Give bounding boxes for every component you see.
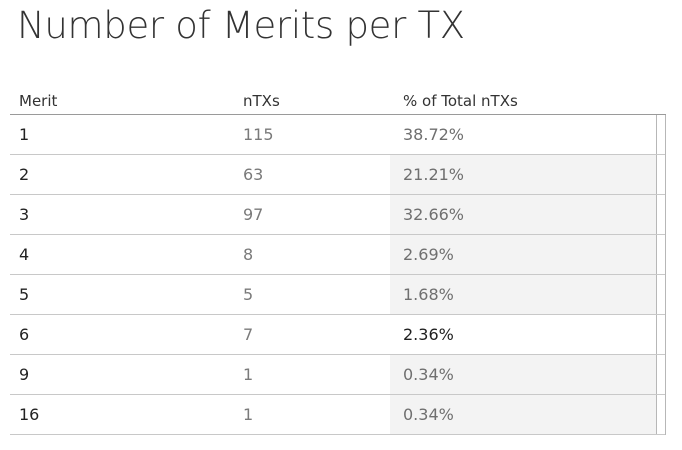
ntxs-cell: 7 <box>243 325 254 344</box>
cell-highlight <box>390 235 656 274</box>
table-row[interactable]: 3 97 32.66% <box>10 195 665 235</box>
merit-cell: 6 <box>19 325 30 344</box>
merit-cell: 2 <box>19 165 30 184</box>
table-body: 1 115 38.72% 2 63 21.21% 3 97 32.66% 4 8… <box>10 115 666 435</box>
table-row[interactable]: 16 1 0.34% <box>10 395 665 435</box>
pct-cell: 32.66% <box>403 205 465 224</box>
ntxs-cell: 1 <box>243 365 254 384</box>
ntxs-cell: 97 <box>243 205 264 224</box>
ntxs-cell: 5 <box>243 285 254 304</box>
pct-cell: 2.69% <box>403 245 454 264</box>
merit-cell: 3 <box>19 205 30 224</box>
table-header: Merit nTXs % of Total nTXs <box>10 88 666 115</box>
merit-cell: 16 <box>19 405 40 424</box>
ntxs-cell: 63 <box>243 165 264 184</box>
table-row[interactable]: 5 5 1.68% <box>10 275 665 315</box>
cell-highlight <box>390 155 656 194</box>
table-row[interactable]: 4 8 2.69% <box>10 235 665 275</box>
cell-highlight <box>390 355 656 394</box>
pct-cell: 2.36% <box>403 325 454 344</box>
ntxs-cell: 115 <box>243 125 274 144</box>
merits-table: Merit nTXs % of Total nTXs 1 115 38.72% … <box>10 88 666 435</box>
table-row[interactable]: 1 115 38.72% <box>10 115 665 155</box>
table-row[interactable]: 9 1 0.34% <box>10 355 665 395</box>
merit-cell: 9 <box>19 365 30 384</box>
merit-cell: 5 <box>19 285 30 304</box>
scrollbar-track[interactable] <box>656 115 657 435</box>
column-header-merit[interactable]: Merit <box>19 92 58 110</box>
ntxs-cell: 8 <box>243 245 254 264</box>
page-title: Number of Merits per TX <box>17 4 465 47</box>
pct-cell: 0.34% <box>403 365 454 384</box>
pct-cell: 38.72% <box>403 125 465 144</box>
merit-cell: 4 <box>19 245 30 264</box>
pct-cell: 1.68% <box>403 285 454 304</box>
merit-cell: 1 <box>19 125 30 144</box>
pct-cell: 0.34% <box>403 405 454 424</box>
cell-highlight <box>390 395 656 434</box>
cell-highlight <box>390 275 656 314</box>
pct-cell: 21.21% <box>403 165 465 184</box>
table-row[interactable]: 2 63 21.21% <box>10 155 665 195</box>
column-header-pct-total[interactable]: % of Total nTXs <box>403 92 518 110</box>
column-header-ntxs[interactable]: nTXs <box>243 92 280 110</box>
table-row[interactable]: 6 7 2.36% <box>10 315 665 355</box>
ntxs-cell: 1 <box>243 405 254 424</box>
cell-highlight <box>390 195 656 234</box>
